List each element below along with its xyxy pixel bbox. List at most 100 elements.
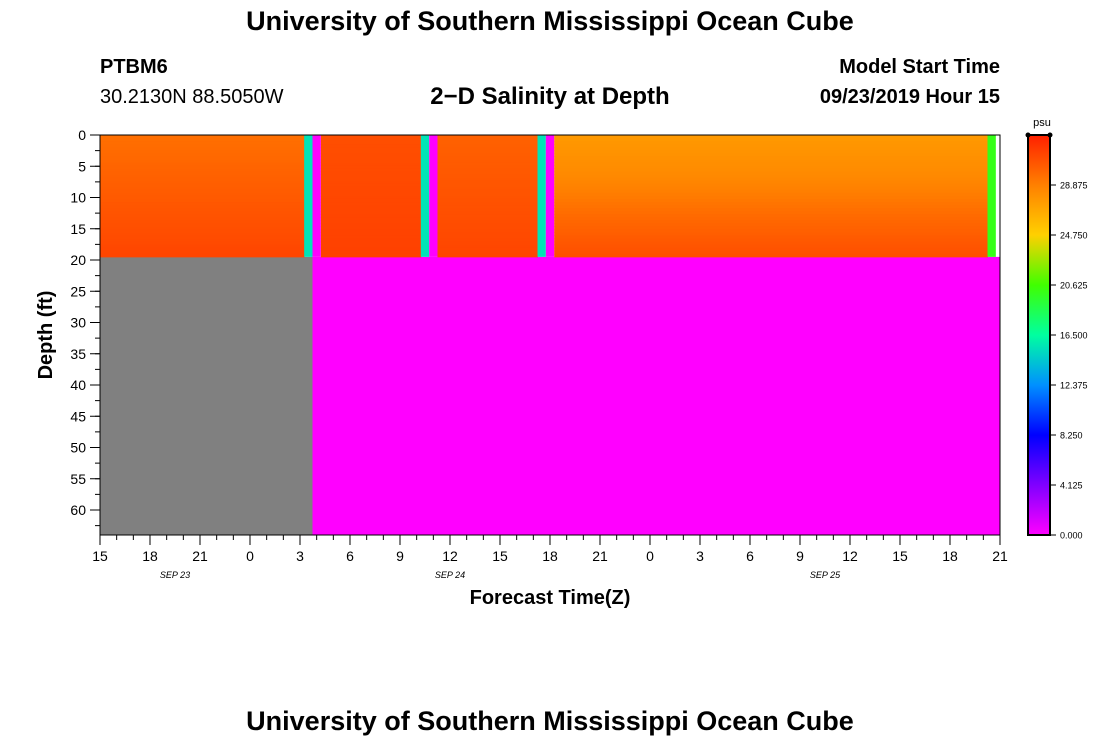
salinity-cell [554, 156, 988, 160]
salinity-cell [100, 153, 305, 157]
station-id: PTBM6 [100, 56, 168, 78]
salinity-cell [437, 241, 538, 246]
colorbar-tick-label: 20.625 [1060, 281, 1088, 291]
salinity-cell [100, 195, 305, 200]
y-tick-label: 45 [70, 408, 86, 424]
y-tick-label: 20 [70, 252, 86, 268]
salinity-cell [100, 198, 305, 203]
salinity-cell [100, 253, 305, 258]
salinity-cell [554, 241, 988, 246]
salinity-cell [437, 214, 538, 218]
x-tick-label: 21 [592, 548, 608, 564]
y-tick-label: 30 [70, 315, 86, 331]
salinity-cell [554, 217, 988, 221]
salinity-cell [320, 208, 422, 212]
salinity-cell [320, 192, 422, 197]
x-tick-label: 15 [892, 548, 908, 564]
salinity-cell [100, 159, 305, 163]
salinity-cell [554, 244, 988, 249]
colorbar-tick-label: 24.750 [1060, 231, 1088, 241]
salinity-cell [320, 141, 422, 145]
salinity-cell [320, 171, 422, 176]
colorbar-scale [1027, 134, 1051, 536]
salinity-cell [100, 217, 305, 221]
salinity-cell [554, 138, 988, 142]
salinity-cell [437, 208, 538, 212]
salinity-cell [554, 214, 988, 218]
salinity-cell [100, 180, 305, 185]
y-tick-label: 5 [78, 158, 86, 174]
salinity-cell [554, 186, 988, 191]
salinity-cell [100, 183, 305, 188]
colorbar-corner-marker [1047, 132, 1053, 138]
salinity-cell [100, 171, 305, 176]
salinity-cell [100, 165, 305, 170]
salinity-cell [437, 186, 538, 191]
salinity-cell [320, 238, 422, 243]
salinity-cell [100, 150, 305, 154]
salinity-cell [320, 186, 422, 191]
colorbar-tick-label: 8.250 [1060, 431, 1083, 441]
salinity-cell [437, 226, 538, 230]
heatmap-cells [100, 135, 1000, 535]
x-tick-label: 0 [246, 548, 254, 564]
salinity-cell [100, 214, 305, 218]
x-tick-label: 0 [646, 548, 654, 564]
salinity-cell [437, 223, 538, 227]
salinity-cell [437, 153, 538, 157]
salinity-bar [312, 135, 321, 257]
salinity-cell [437, 147, 538, 151]
salinity-cell [100, 138, 305, 142]
x-tick-label: 18 [542, 548, 558, 564]
y-tick-label: 60 [70, 502, 86, 518]
salinity-cell [437, 253, 538, 258]
salinity-cell [437, 217, 538, 221]
salinity-cell [100, 208, 305, 212]
model-start-label: Model Start Time [839, 56, 1000, 78]
colorbar-tick-label: 28.875 [1060, 181, 1088, 191]
salinity-cell [437, 195, 538, 200]
salinity-cell [554, 208, 988, 212]
salinity-cell [100, 177, 305, 182]
model-start-value: 09/23/2019 Hour 15 [819, 86, 1000, 108]
salinity-cell [437, 165, 538, 170]
salinity-bar [429, 135, 438, 257]
salinity-cell [320, 244, 422, 249]
salinity-cell [100, 162, 305, 166]
x-tick-label: 18 [942, 548, 958, 564]
salinity-cell [554, 135, 988, 139]
x-tick-label: 9 [396, 548, 404, 564]
salinity-cell [100, 205, 305, 209]
salinity-bar [537, 135, 546, 257]
salinity-cell [100, 189, 305, 194]
salinity-cell [100, 144, 305, 148]
x-tick-label: 3 [696, 548, 704, 564]
salinity-cell [437, 232, 538, 237]
salinity-cell [100, 168, 305, 173]
salinity-cell [437, 174, 538, 179]
land-region [100, 256, 313, 535]
salinity-cell [320, 165, 422, 170]
x-tick-label: 18 [142, 548, 158, 564]
salinity-cell [437, 205, 538, 209]
colorbar-corner-marker [1025, 132, 1031, 138]
salinity-cell [554, 202, 988, 206]
salinity-cell [554, 226, 988, 230]
x-tick-label: 6 [346, 548, 354, 564]
colorbar-unit: psu [1033, 117, 1051, 129]
y-axis-label: Depth (ft) [35, 291, 57, 380]
salinity-cell [437, 220, 538, 224]
y-tick-label: 25 [70, 283, 86, 299]
footer-title: University of Southern Mississippi Ocean… [246, 706, 854, 736]
salinity-cell [320, 226, 422, 230]
salinity-cell [320, 214, 422, 218]
salinity-cell [554, 177, 988, 182]
salinity-cell [554, 247, 988, 252]
salinity-cell [554, 147, 988, 151]
salinity-cell [554, 229, 988, 233]
salinity-cell [437, 202, 538, 206]
x-tick-label: 12 [842, 548, 858, 564]
salinity-cell [100, 156, 305, 160]
salinity-cell [437, 244, 538, 249]
